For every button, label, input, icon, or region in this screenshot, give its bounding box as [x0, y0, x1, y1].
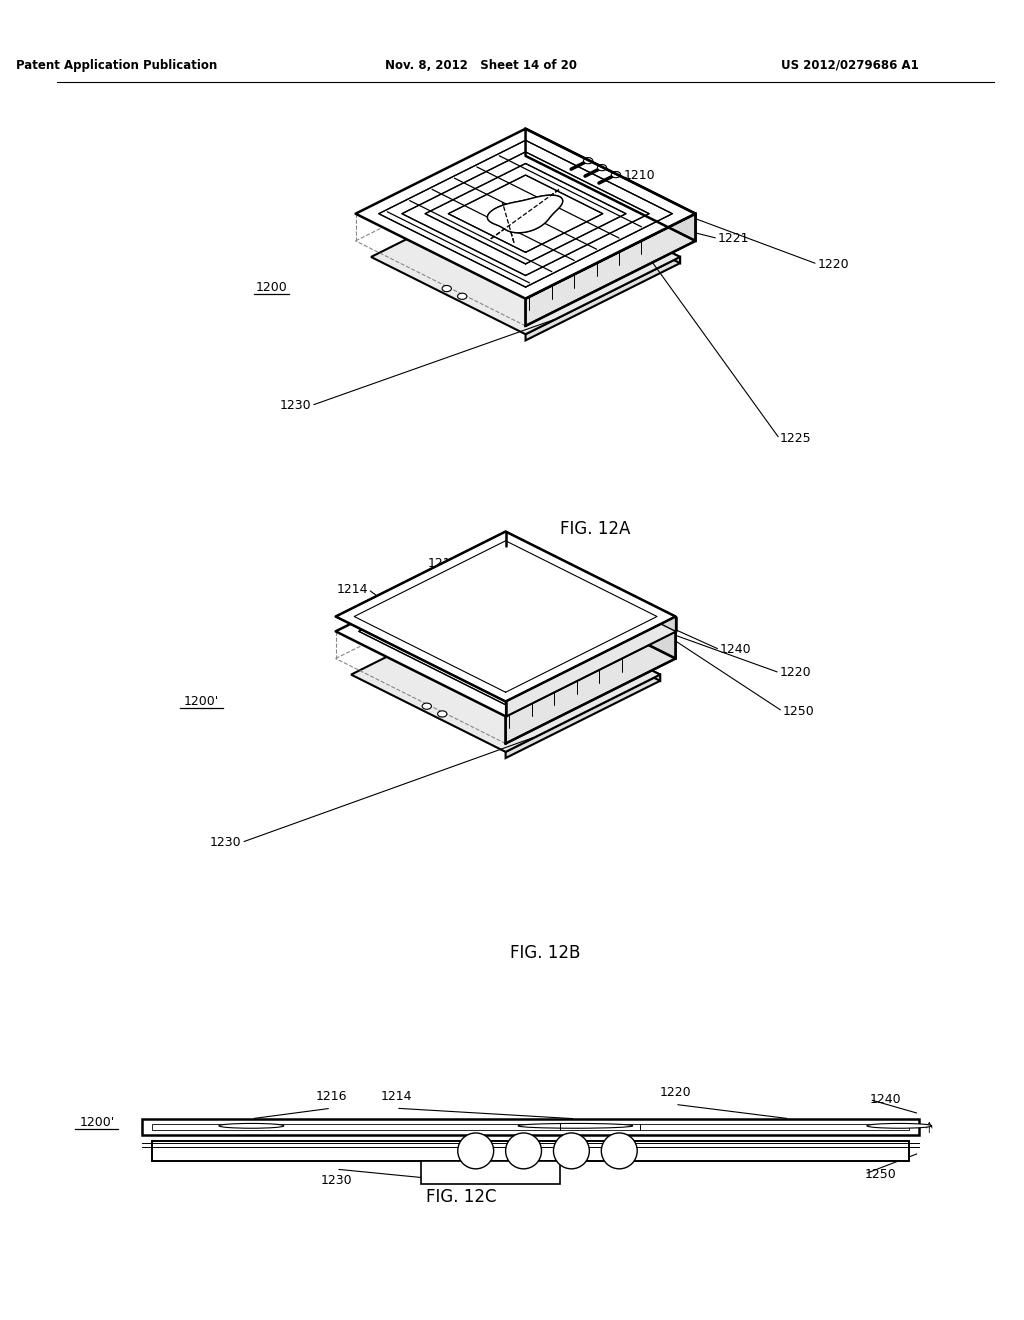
Circle shape	[458, 1133, 494, 1168]
Text: 1230: 1230	[321, 1173, 352, 1187]
Ellipse shape	[578, 582, 587, 589]
Ellipse shape	[422, 704, 431, 709]
Text: 1216: 1216	[515, 144, 546, 156]
Polygon shape	[336, 546, 676, 717]
Ellipse shape	[592, 589, 601, 595]
Polygon shape	[502, 661, 532, 692]
Ellipse shape	[867, 1123, 932, 1129]
Polygon shape	[468, 612, 543, 651]
FancyBboxPatch shape	[421, 1162, 560, 1184]
Polygon shape	[525, 257, 680, 341]
Ellipse shape	[518, 1123, 633, 1129]
Text: 1241: 1241	[482, 574, 513, 587]
Text: 1214: 1214	[413, 185, 443, 198]
Polygon shape	[506, 598, 660, 681]
Text: 1230: 1230	[280, 399, 311, 412]
Polygon shape	[336, 532, 676, 701]
Text: 1225: 1225	[779, 433, 811, 445]
Ellipse shape	[611, 172, 621, 178]
Text: 1214: 1214	[380, 1090, 412, 1104]
Ellipse shape	[437, 711, 446, 717]
Polygon shape	[371, 180, 680, 334]
FancyBboxPatch shape	[152, 1123, 909, 1130]
Text: US 2012/0279686 A1: US 2012/0279686 A1	[780, 58, 919, 71]
Polygon shape	[506, 616, 676, 717]
Text: 1216: 1216	[315, 1090, 347, 1104]
Text: 1210: 1210	[624, 169, 655, 182]
Text: 1230: 1230	[210, 836, 242, 849]
Text: 1216: 1216	[428, 557, 460, 570]
Circle shape	[506, 1133, 542, 1168]
Text: Patent Application Publication: Patent Application Publication	[16, 58, 217, 71]
Ellipse shape	[442, 285, 452, 292]
Text: FIG. 12B: FIG. 12B	[510, 944, 581, 962]
Text: FIG. 12A: FIG. 12A	[560, 520, 631, 539]
Circle shape	[553, 1133, 590, 1168]
Polygon shape	[510, 677, 532, 704]
Polygon shape	[525, 214, 695, 326]
FancyBboxPatch shape	[152, 1140, 909, 1162]
Text: 1220: 1220	[817, 257, 849, 271]
Polygon shape	[506, 631, 676, 743]
Polygon shape	[506, 532, 676, 631]
Polygon shape	[529, 259, 553, 285]
Text: 1221: 1221	[718, 232, 750, 246]
Polygon shape	[499, 243, 553, 271]
Polygon shape	[468, 612, 543, 651]
Polygon shape	[525, 180, 680, 263]
Ellipse shape	[458, 293, 467, 300]
Text: 1240: 1240	[720, 643, 752, 656]
Ellipse shape	[563, 576, 572, 581]
Polygon shape	[506, 675, 660, 758]
Text: 1200': 1200'	[184, 694, 219, 708]
Polygon shape	[355, 129, 695, 298]
Text: 1220: 1220	[659, 1086, 691, 1100]
Text: 1220: 1220	[779, 667, 811, 680]
Text: 1250: 1250	[782, 705, 814, 718]
Text: 1250: 1250	[864, 1167, 896, 1180]
Ellipse shape	[584, 157, 593, 164]
Circle shape	[601, 1133, 637, 1168]
Polygon shape	[487, 195, 562, 232]
FancyBboxPatch shape	[141, 1119, 920, 1135]
Polygon shape	[525, 129, 695, 240]
Polygon shape	[487, 195, 562, 232]
Polygon shape	[506, 546, 676, 659]
Text: 1200': 1200'	[79, 1117, 115, 1129]
Text: FIG. 12C: FIG. 12C	[426, 1188, 496, 1206]
Ellipse shape	[597, 165, 606, 170]
Polygon shape	[478, 661, 532, 688]
Polygon shape	[521, 243, 553, 273]
Text: Nov. 8, 2012   Sheet 14 of 20: Nov. 8, 2012 Sheet 14 of 20	[385, 58, 577, 71]
Text: 1200: 1200	[255, 281, 287, 294]
Text: 1221: 1221	[615, 631, 647, 643]
Text: 1240: 1240	[869, 1093, 901, 1106]
Text: 1214: 1214	[337, 583, 368, 595]
Ellipse shape	[219, 1123, 284, 1129]
Polygon shape	[351, 598, 660, 752]
